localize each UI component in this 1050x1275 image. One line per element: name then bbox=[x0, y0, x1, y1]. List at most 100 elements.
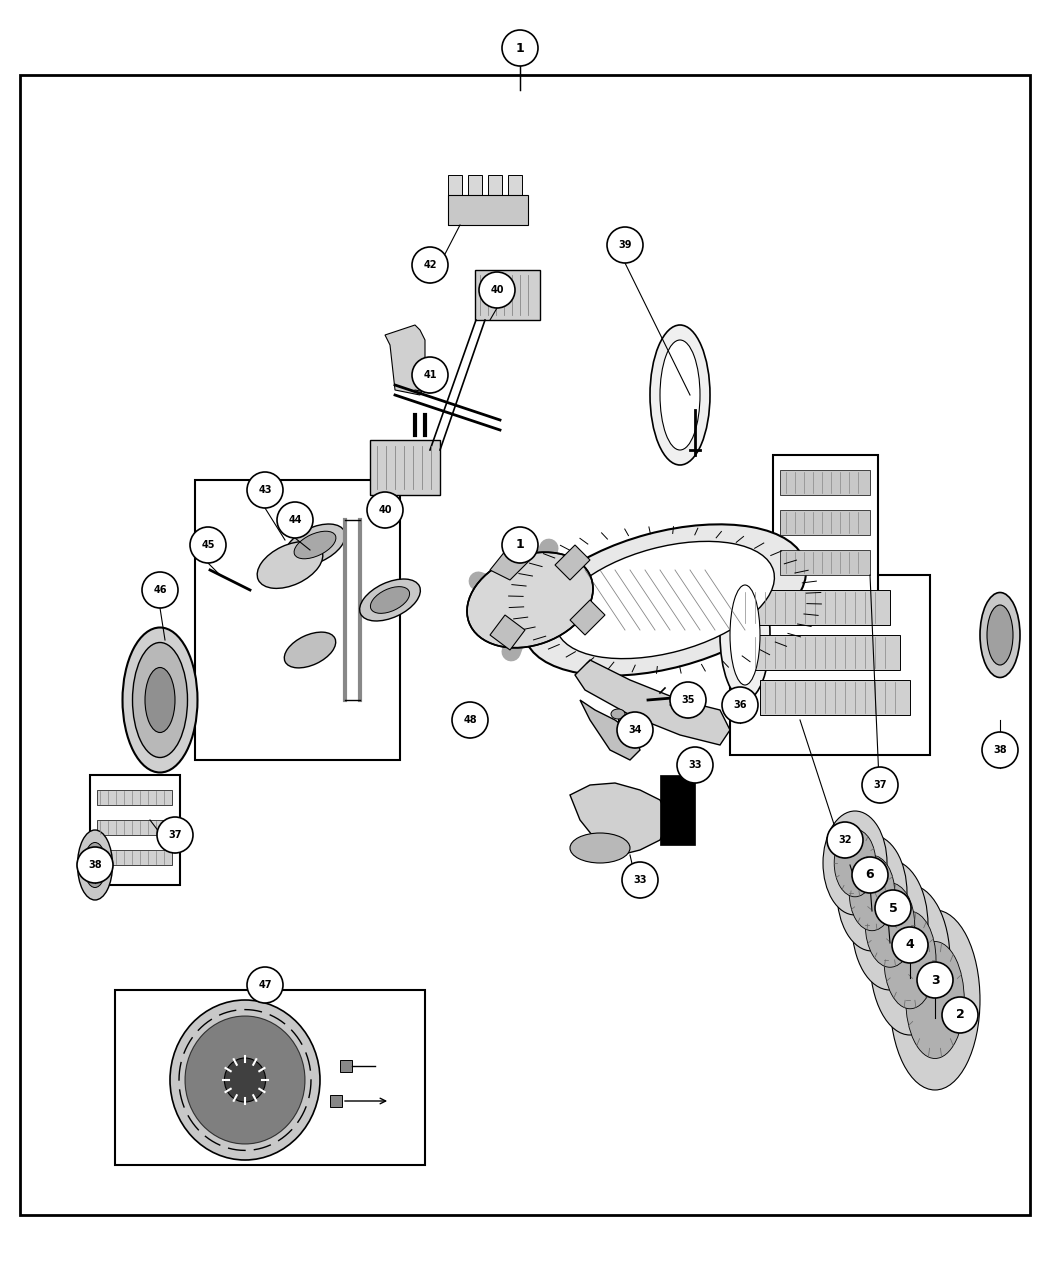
Ellipse shape bbox=[123, 627, 197, 773]
Bar bbox=[508, 175, 522, 224]
Ellipse shape bbox=[849, 856, 895, 931]
Ellipse shape bbox=[906, 941, 964, 1058]
Ellipse shape bbox=[294, 532, 336, 558]
Circle shape bbox=[77, 847, 113, 884]
Text: 38: 38 bbox=[993, 745, 1007, 755]
Ellipse shape bbox=[145, 668, 175, 733]
Bar bbox=[488, 175, 502, 224]
Bar bbox=[340, 1060, 352, 1072]
Polygon shape bbox=[570, 601, 605, 635]
Text: 4: 4 bbox=[905, 938, 915, 951]
Ellipse shape bbox=[84, 843, 106, 887]
Circle shape bbox=[247, 966, 284, 1003]
Polygon shape bbox=[385, 325, 425, 395]
Bar bbox=[97, 820, 172, 835]
Polygon shape bbox=[570, 783, 670, 856]
Ellipse shape bbox=[225, 1058, 266, 1102]
Text: 36: 36 bbox=[733, 700, 747, 710]
Polygon shape bbox=[490, 615, 525, 650]
Polygon shape bbox=[575, 660, 730, 745]
Circle shape bbox=[412, 357, 448, 393]
Circle shape bbox=[479, 272, 514, 309]
Circle shape bbox=[502, 31, 538, 66]
Ellipse shape bbox=[823, 811, 887, 915]
Bar bbox=[90, 775, 180, 885]
Ellipse shape bbox=[720, 570, 770, 700]
Bar bbox=[660, 775, 695, 845]
Bar bbox=[448, 175, 462, 224]
Ellipse shape bbox=[555, 542, 775, 659]
Circle shape bbox=[982, 732, 1018, 768]
Polygon shape bbox=[555, 544, 590, 580]
Circle shape bbox=[617, 711, 653, 748]
Bar bbox=[448, 195, 528, 224]
Ellipse shape bbox=[884, 912, 936, 1009]
Bar bbox=[20, 75, 1030, 1215]
Text: 37: 37 bbox=[874, 780, 887, 790]
Circle shape bbox=[142, 572, 178, 608]
Text: 40: 40 bbox=[490, 286, 504, 295]
Circle shape bbox=[892, 927, 928, 963]
Circle shape bbox=[607, 227, 643, 263]
Bar bbox=[773, 455, 878, 595]
Text: 34: 34 bbox=[628, 725, 642, 734]
Text: 1: 1 bbox=[516, 42, 524, 55]
Ellipse shape bbox=[852, 861, 928, 989]
Ellipse shape bbox=[865, 882, 915, 968]
Text: 33: 33 bbox=[688, 760, 701, 770]
Ellipse shape bbox=[650, 325, 710, 465]
Circle shape bbox=[190, 527, 226, 564]
Bar bbox=[760, 680, 910, 715]
Text: 35: 35 bbox=[681, 695, 695, 705]
Ellipse shape bbox=[285, 632, 336, 668]
Text: 32: 32 bbox=[838, 835, 852, 845]
Bar bbox=[780, 510, 870, 536]
Bar bbox=[370, 440, 440, 495]
Ellipse shape bbox=[467, 552, 593, 648]
Circle shape bbox=[158, 817, 193, 853]
Ellipse shape bbox=[132, 643, 188, 757]
Text: 3: 3 bbox=[930, 974, 940, 987]
Circle shape bbox=[677, 747, 713, 783]
Bar bbox=[475, 270, 540, 320]
Text: 38: 38 bbox=[88, 861, 102, 870]
Circle shape bbox=[875, 890, 911, 926]
Text: 5: 5 bbox=[888, 901, 898, 914]
Bar bbox=[618, 718, 636, 731]
Text: 46: 46 bbox=[153, 585, 167, 595]
Circle shape bbox=[368, 492, 403, 528]
Ellipse shape bbox=[360, 579, 420, 621]
Ellipse shape bbox=[524, 524, 806, 676]
Text: 42: 42 bbox=[423, 260, 437, 270]
Circle shape bbox=[452, 703, 488, 738]
Circle shape bbox=[670, 682, 706, 718]
Ellipse shape bbox=[837, 835, 907, 951]
Bar bbox=[780, 470, 870, 495]
Text: 48: 48 bbox=[463, 715, 477, 725]
Bar bbox=[195, 479, 400, 760]
Bar bbox=[750, 635, 900, 669]
Circle shape bbox=[722, 687, 758, 723]
Text: 39: 39 bbox=[618, 240, 632, 250]
Text: 1: 1 bbox=[516, 538, 524, 552]
Polygon shape bbox=[580, 700, 640, 760]
Text: 6: 6 bbox=[865, 868, 875, 881]
Ellipse shape bbox=[980, 593, 1020, 677]
Ellipse shape bbox=[611, 709, 625, 719]
Ellipse shape bbox=[78, 830, 112, 900]
Circle shape bbox=[827, 822, 863, 858]
Circle shape bbox=[917, 963, 953, 998]
Ellipse shape bbox=[834, 829, 876, 896]
Bar bbox=[468, 175, 482, 224]
Ellipse shape bbox=[987, 606, 1013, 666]
Circle shape bbox=[247, 472, 284, 507]
Ellipse shape bbox=[660, 340, 700, 450]
Text: 40: 40 bbox=[378, 505, 392, 515]
Bar bbox=[740, 590, 890, 625]
Ellipse shape bbox=[285, 524, 345, 566]
Ellipse shape bbox=[257, 542, 322, 588]
Circle shape bbox=[852, 857, 888, 892]
Circle shape bbox=[862, 768, 898, 803]
Bar bbox=[330, 1095, 342, 1107]
Bar bbox=[97, 790, 172, 805]
